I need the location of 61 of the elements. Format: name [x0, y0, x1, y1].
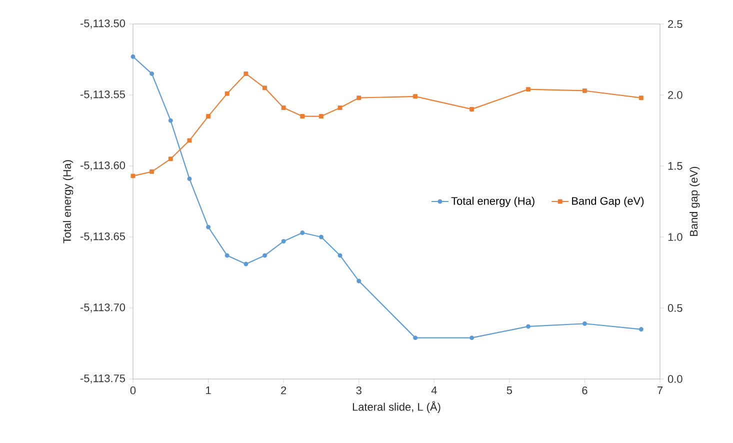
x-axis-title: Lateral slide, L (Å) [352, 401, 440, 413]
point [168, 118, 173, 123]
point [638, 327, 644, 332]
point [244, 262, 248, 266]
point [526, 324, 530, 329]
point [206, 114, 211, 119]
point [262, 86, 267, 90]
y-tick-label: -5,113.75 [80, 374, 126, 384]
point [224, 253, 230, 258]
point [300, 230, 305, 235]
point [130, 54, 136, 59]
point [206, 224, 211, 230]
y-tick-label: -5,113.50 [80, 19, 126, 29]
point [413, 94, 418, 99]
point [244, 71, 248, 76]
point [318, 234, 324, 240]
point [168, 156, 173, 162]
point [413, 336, 418, 340]
point [318, 114, 324, 119]
x-tick-label: 4 [431, 386, 437, 394]
x-tick-label: 6 [582, 386, 588, 394]
point [526, 87, 530, 92]
y-tick-label: -5,113.70 [80, 303, 126, 313]
point [262, 253, 267, 258]
point [187, 138, 192, 143]
point [300, 114, 305, 119]
point [338, 106, 342, 110]
y-tick-label: -5,113.60 [80, 161, 126, 171]
x-tick-label: 5 [506, 386, 512, 394]
y-tick-label: -5,113.55 [80, 90, 126, 100]
y2-axis-title: Band gap (eV) [690, 166, 700, 236]
point [338, 253, 342, 258]
point [582, 321, 587, 326]
y2-tick-label: 1.5 [668, 162, 682, 170]
y2-tick-label: 0.0 [668, 375, 682, 383]
y2-tick-label: 2.0 [668, 91, 682, 99]
x-tick-label: 1 [206, 386, 211, 394]
y-axis-title: Total energy (Ha) [62, 160, 74, 244]
point [582, 88, 587, 93]
point [187, 176, 192, 182]
point [281, 239, 286, 244]
point [281, 106, 286, 110]
legend-label: Band Gap (eV) [572, 196, 644, 207]
point [356, 278, 362, 284]
legend-label: Total energy (Ha) [451, 196, 534, 207]
x-tick-label: 3 [356, 386, 362, 394]
point [470, 336, 474, 340]
point [638, 96, 644, 100]
point [224, 91, 230, 96]
point [150, 71, 154, 76]
x-tick-label: 2 [281, 386, 286, 394]
point [470, 106, 474, 112]
x-tick-label: 7 [658, 386, 663, 394]
point [150, 169, 154, 174]
x-tick-label: 0 [130, 386, 136, 394]
point [356, 96, 362, 100]
point [130, 174, 136, 178]
y-tick-label: -5,113.65 [80, 232, 126, 242]
y2-tick-label: 1.0 [668, 233, 682, 241]
y2-tick-label: 0.5 [668, 304, 682, 312]
y2-tick-label: 2.5 [668, 20, 682, 28]
